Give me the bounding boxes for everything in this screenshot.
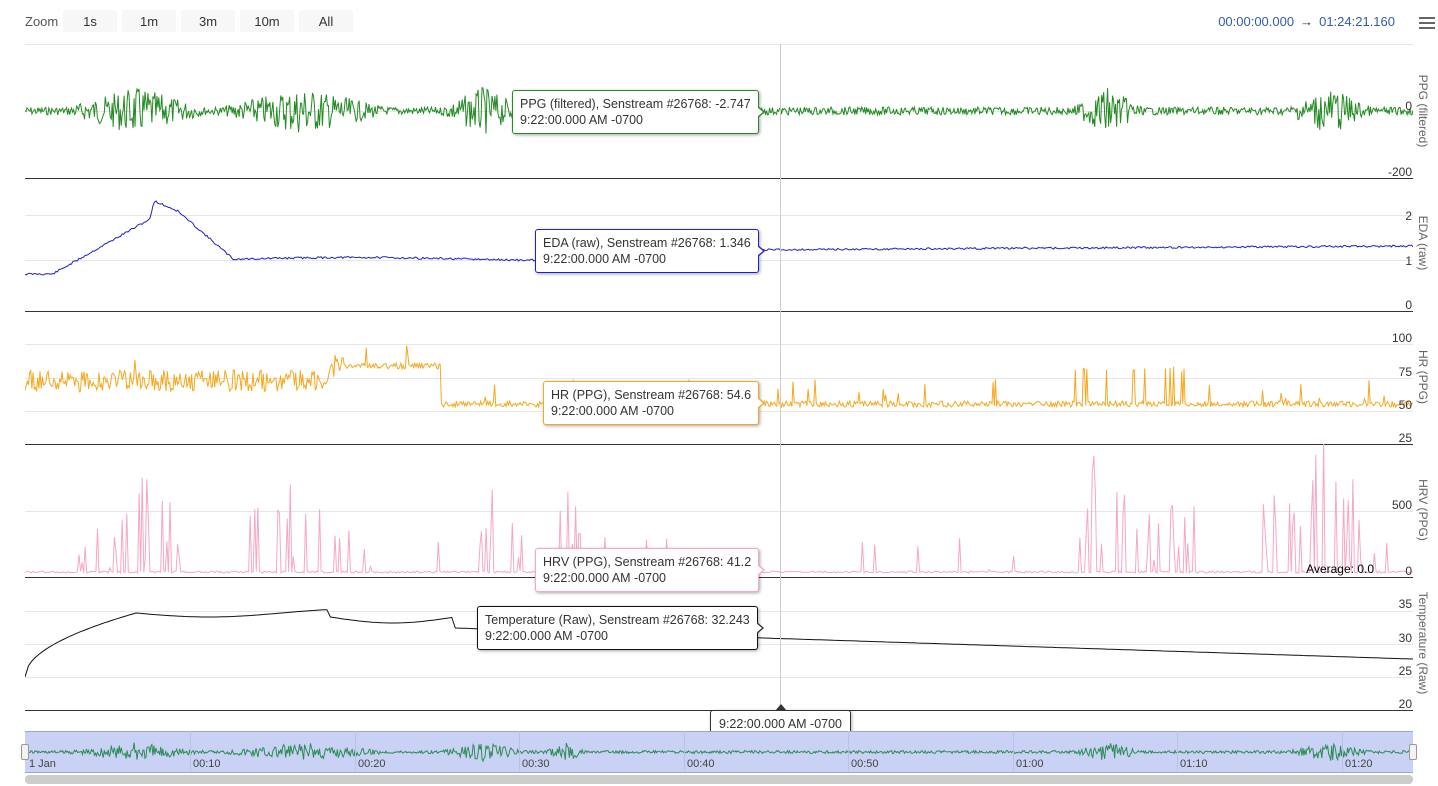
hrv-ytick-0: 0 — [1405, 564, 1412, 578]
hrv-axis-label: HRV (PPG) — [1416, 479, 1430, 541]
nav-tickline — [519, 731, 520, 771]
nav-tickline — [1177, 731, 1178, 771]
nav-tick-label: 00:40 — [687, 758, 715, 770]
nav-tick-label: 00:20 — [358, 758, 386, 770]
hr-ytick-25: 25 — [1398, 431, 1412, 445]
hrv-ytick-500: 500 — [1391, 498, 1412, 512]
navigator-right-handle[interactable] — [1409, 744, 1417, 760]
nav-tick-label: 1 Jan — [29, 758, 56, 770]
nav-tick-label: 01:10 — [1180, 758, 1208, 770]
temp-ytick-35: 35 — [1398, 597, 1412, 611]
range-start[interactable]: 00:00:00.000 — [1218, 14, 1295, 29]
hr-ytick-100: 100 — [1391, 331, 1412, 345]
eda-ytick-2: 2 — [1405, 209, 1412, 223]
ppg-ytick-neg200: -200 — [1387, 165, 1412, 179]
navigator-series-line — [25, 742, 1413, 763]
ppg-ytick-0: 0 — [1405, 99, 1412, 113]
hr-ytick-50: 50 — [1398, 398, 1412, 412]
eda-axis-label: EDA (raw) — [1416, 215, 1430, 271]
temp-tooltip-title: Temperature (Raw), Senstream #26768: 32.… — [485, 613, 750, 627]
temp-tooltip-time: 9:22:00.000 AM -0700 — [485, 629, 609, 643]
navigator-left-handle[interactable] — [21, 744, 29, 760]
hrv-tooltip: HRV (PPG), Senstream #26768: 41.2 9:22:0… — [535, 548, 766, 592]
temp-ytick-20: 20 — [1398, 697, 1412, 711]
ppg-axis-line — [25, 178, 1413, 179]
eda-ytick-1: 1 — [1405, 254, 1412, 268]
nav-tick-label: 00:30 — [522, 758, 550, 770]
eda-gridline-2 — [25, 215, 1413, 216]
zoom-label: Zoom — [25, 14, 59, 29]
ppg-tooltip: PPG (filtered), Senstream #26768: -2.747… — [512, 90, 765, 134]
zoom-all-button[interactable]: All — [299, 10, 353, 32]
zoom-1m-button[interactable]: 1m — [122, 10, 176, 32]
hr-gridline-75 — [25, 378, 1413, 379]
nav-tickline — [1342, 731, 1343, 771]
hr-gridline-100 — [25, 344, 1413, 345]
eda-tooltip-time: 9:22:00.000 AM -0700 — [543, 252, 667, 266]
crosshair-line — [780, 44, 781, 710]
temp-axis-label: Temperature (Raw) — [1416, 591, 1430, 695]
hrv-average-label: Average: 0.0 — [1306, 562, 1374, 576]
hr-axis-label: HR (PPG) — [1416, 350, 1430, 404]
ppg-gridline-top — [25, 44, 1413, 45]
eda-ytick-0: 0 — [1405, 298, 1412, 312]
zoom-10m-button[interactable]: 10m — [240, 10, 294, 32]
nav-tickline — [684, 731, 685, 771]
ppg-axis-label: PPG (filtered) — [1416, 74, 1430, 148]
nav-tick-label: 00:50 — [851, 758, 879, 770]
hamburger-menu-icon[interactable] — [1419, 17, 1435, 31]
ppg-tooltip-title: PPG (filtered), Senstream #26768: -2.747 — [520, 97, 751, 111]
hr-tooltip-title: HR (PPG), Senstream #26768: 54.6 — [551, 388, 752, 402]
nav-tick-label: 00:10 — [193, 758, 221, 770]
navigator-panel[interactable] — [25, 731, 1413, 773]
nav-tick-label: 01:20 — [1345, 758, 1373, 770]
temp-ytick-25: 25 — [1398, 664, 1412, 678]
time-range: 00:00:00.000 → 01:24:21.160 — [1218, 14, 1395, 29]
zoom-1s-button[interactable]: 1s — [63, 10, 117, 32]
hr-ytick-75: 75 — [1398, 365, 1412, 379]
eda-axis-line — [25, 311, 1413, 312]
hr-axis-line — [25, 444, 1413, 445]
nav-tickline — [1013, 731, 1014, 771]
temp-ytick-30: 30 — [1398, 631, 1412, 645]
nav-tickline — [190, 731, 191, 771]
navigator-scrollbar[interactable] — [25, 775, 1413, 784]
eda-tooltip-title: EDA (raw), Senstream #26768: 1.346 — [543, 236, 751, 250]
crosshair-time-text: 9:22:00.000 AM -0700 — [719, 717, 843, 731]
hr-tooltip-time: 9:22:00.000 AM -0700 — [551, 404, 675, 418]
ppg-tooltip-time: 9:22:00.000 AM -0700 — [520, 113, 644, 127]
temp-tooltip: Temperature (Raw), Senstream #26768: 32.… — [477, 606, 764, 650]
hrv-tooltip-title: HRV (PPG), Senstream #26768: 41.2 — [543, 555, 752, 569]
temp-gridline-25 — [25, 677, 1413, 678]
zoom-3m-button[interactable]: 3m — [181, 10, 235, 32]
hr-tooltip: HR (PPG), Senstream #26768: 54.6 9:22:00… — [543, 381, 766, 425]
nav-tick-label: 01:00 — [1016, 758, 1044, 770]
hrv-tooltip-time: 9:22:00.000 AM -0700 — [543, 571, 667, 585]
range-end[interactable]: 01:24:21.160 — [1319, 14, 1395, 29]
nav-tickline — [355, 731, 356, 771]
hrv-gridline-500 — [25, 511, 1413, 512]
nav-tickline — [848, 731, 849, 771]
eda-tooltip: EDA (raw), Senstream #26768: 1.346 9:22:… — [535, 229, 765, 273]
range-arrow: → — [1300, 14, 1314, 29]
navigator-plot — [25, 742, 1413, 763]
